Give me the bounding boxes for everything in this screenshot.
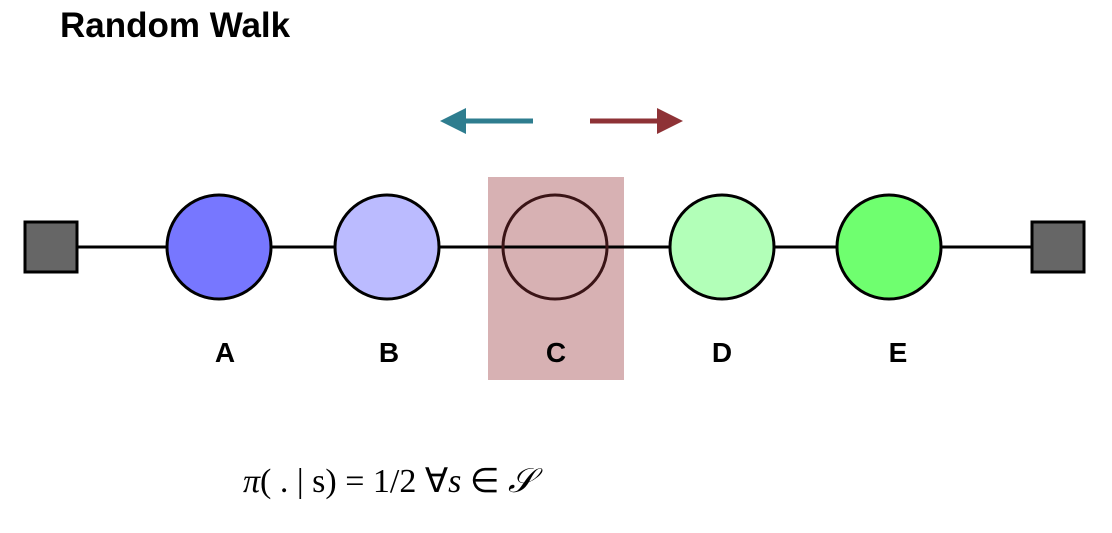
state-a-label: A: [215, 337, 235, 368]
current-state-highlight: [488, 177, 624, 380]
terminal-left: [23, 220, 79, 274]
page-title: Random Walk: [60, 6, 291, 45]
state-d-label: D: [712, 337, 732, 368]
state-b-node: [333, 193, 441, 301]
formula-var: s: [448, 463, 462, 500]
formula-pi: π: [243, 463, 261, 500]
formula-forall: ∀: [424, 463, 449, 500]
state-e-node: [835, 193, 943, 301]
left-arrow: [440, 108, 533, 134]
state-d-node: [668, 193, 776, 301]
right-arrow: [590, 108, 683, 134]
formula-equals: = 1/2: [336, 463, 425, 500]
state-b-label: B: [379, 337, 399, 368]
state-a-node: [165, 193, 273, 301]
formula-in: ∈: [461, 463, 508, 500]
formula-args: ( . | s): [260, 463, 337, 500]
state-e-label: E: [889, 337, 908, 368]
state-c-label: C: [546, 337, 566, 368]
state-c-node: [501, 193, 609, 301]
formula-set: 𝒮: [507, 463, 535, 500]
terminal-right: [1030, 220, 1086, 274]
policy-formula: π( . | s) = 1/2 ∀s ∈ 𝒮: [243, 462, 534, 502]
